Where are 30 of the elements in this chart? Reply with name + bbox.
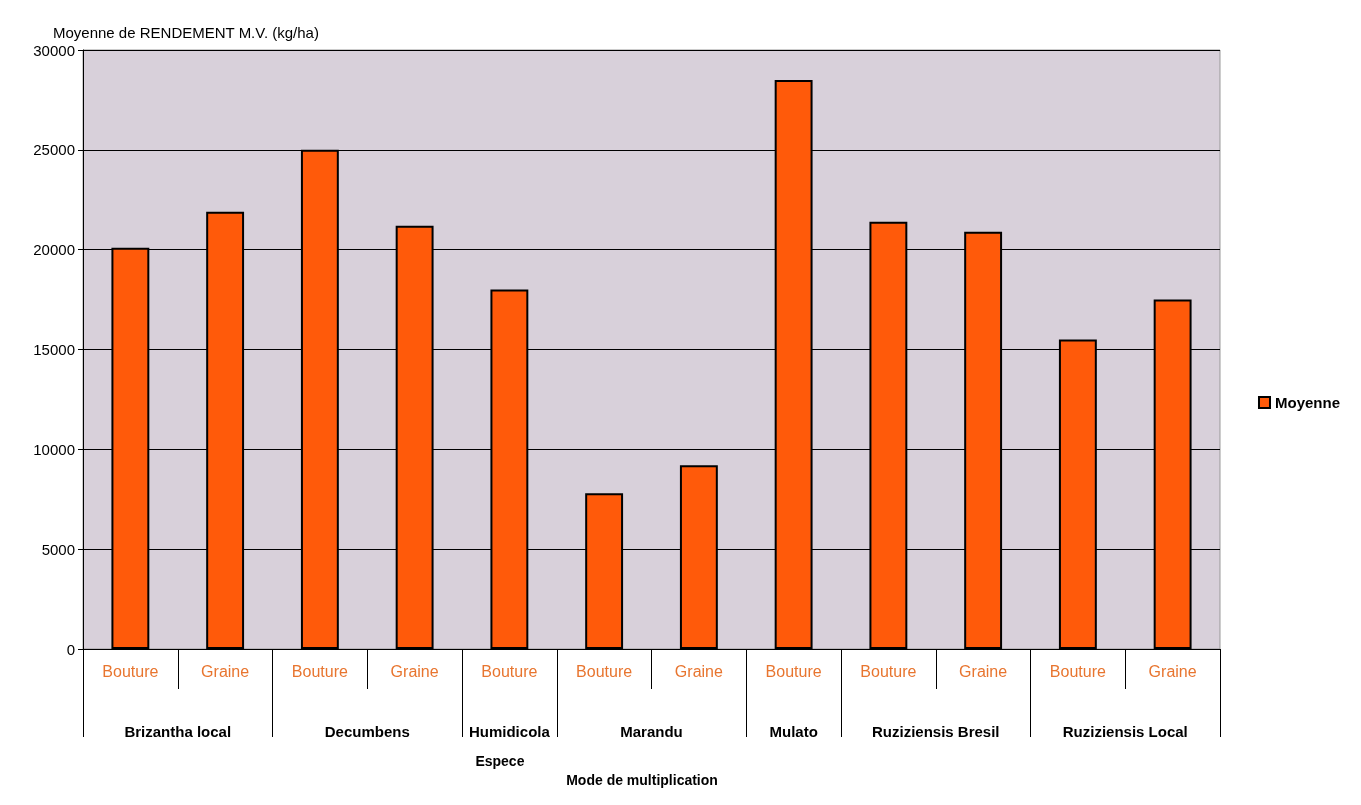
y-tick-label: 5000	[41, 540, 75, 558]
text: Brizantha local	[124, 722, 232, 740]
legend-label: Moyenne	[1274, 394, 1341, 411]
x-tick-label: Graine	[390, 662, 439, 680]
text: Ruziziensis Bresil	[871, 722, 1000, 740]
text: Humidicola	[468, 722, 551, 740]
y-tick-label: 15000	[33, 341, 75, 358]
x-tick-label: Bouture	[765, 662, 822, 680]
y-axis-title: Moyenne de RENDEMENT M.V. (kg/ha)	[53, 24, 319, 41]
x-tick-label: Bouture	[576, 662, 633, 680]
y-tick-label: 25000	[33, 141, 75, 159]
x-tick-label: Bouture	[102, 662, 159, 680]
text: Espece	[475, 753, 525, 769]
y-tick-label: 10000	[33, 440, 75, 458]
y-tick-label: 20000	[33, 241, 75, 259]
y-tick-label: 0	[66, 640, 75, 658]
x-tick-label: Bouture	[860, 662, 917, 680]
x-tick-label: Bouture	[291, 662, 348, 680]
text: Mode de multiplication	[566, 772, 718, 788]
text: Ruziziensis Local	[1062, 722, 1188, 740]
x-tick-label: Bouture	[481, 662, 538, 680]
text: Mulato	[769, 722, 818, 740]
text: Decumbens	[324, 722, 410, 740]
x-tick-label: Graine	[674, 662, 723, 680]
y-tick-label: 30000	[33, 41, 75, 59]
text: Marandu	[620, 722, 683, 740]
x-tick-label: Graine	[1148, 662, 1197, 680]
x-tick-label: Bouture	[1049, 662, 1106, 680]
x-tick-label: Graine	[201, 662, 250, 680]
x-tick-label: Graine	[959, 662, 1008, 680]
